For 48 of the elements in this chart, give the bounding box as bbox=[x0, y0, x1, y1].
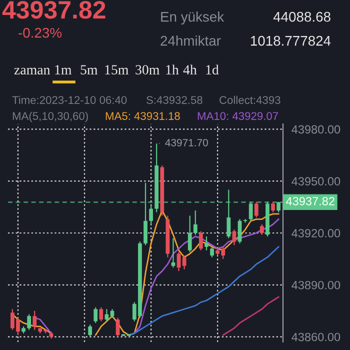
y-tick-label: 43860.00 bbox=[292, 332, 340, 342]
candlestick bbox=[171, 238, 176, 268]
candlestick bbox=[94, 306, 98, 324]
y-tick-label: 43890.00 bbox=[292, 280, 340, 290]
candlestick bbox=[182, 254, 186, 270]
candlestick bbox=[271, 201, 275, 213]
text: 1h bbox=[166, 64, 179, 74]
text: 44088.68 bbox=[273, 12, 330, 22]
text: MA(5,10,30,60) bbox=[12, 112, 88, 122]
candlestick bbox=[88, 324, 92, 338]
text: 1m bbox=[55, 65, 72, 74]
candlestick bbox=[188, 215, 192, 253]
text: zaman bbox=[14, 68, 50, 74]
y-tick-label: 43980.00 bbox=[292, 125, 340, 134]
text: 24hmiktar bbox=[160, 36, 221, 46]
candlestick bbox=[193, 210, 198, 236]
candlestick bbox=[254, 201, 258, 218]
text: 1018.777824 bbox=[250, 36, 331, 46]
line-series bbox=[222, 296, 280, 336]
text: Collect:4393 bbox=[220, 96, 280, 104]
text: S:43932.58 bbox=[146, 96, 202, 104]
y-tick-label: 43950.00 bbox=[292, 177, 340, 186]
text: Time:2023-12-10 06:40 bbox=[12, 96, 127, 104]
y-tick-label: 43920.00 bbox=[292, 229, 340, 238]
text: 4h bbox=[183, 64, 197, 74]
text: -0.23% bbox=[18, 28, 62, 38]
candlestick bbox=[149, 204, 153, 225]
annotation: 43971.70 bbox=[165, 138, 208, 146]
candlestick bbox=[210, 246, 214, 258]
text: MA10: 43929.07 bbox=[198, 112, 278, 120]
candlestick bbox=[204, 236, 208, 251]
text: 43937.82 bbox=[2, 1, 106, 19]
candlestick bbox=[243, 218, 248, 224]
text: 1d bbox=[206, 64, 219, 74]
text: MA5: 43931.18 bbox=[106, 112, 180, 120]
candlestick bbox=[32, 310, 37, 330]
candlestick bbox=[199, 230, 203, 251]
candlestick bbox=[260, 224, 264, 236]
candlestick bbox=[104, 308, 109, 322]
ref-line-label: 43937.82 bbox=[286, 196, 334, 206]
candlestick bbox=[27, 314, 32, 330]
text: En yüksek bbox=[161, 12, 224, 24]
line-series bbox=[128, 246, 280, 336]
text: 30m bbox=[136, 65, 160, 74]
text: 15m bbox=[105, 65, 128, 74]
text: 5m bbox=[80, 65, 98, 74]
candlestick bbox=[116, 317, 120, 338]
candlestick bbox=[99, 306, 104, 322]
